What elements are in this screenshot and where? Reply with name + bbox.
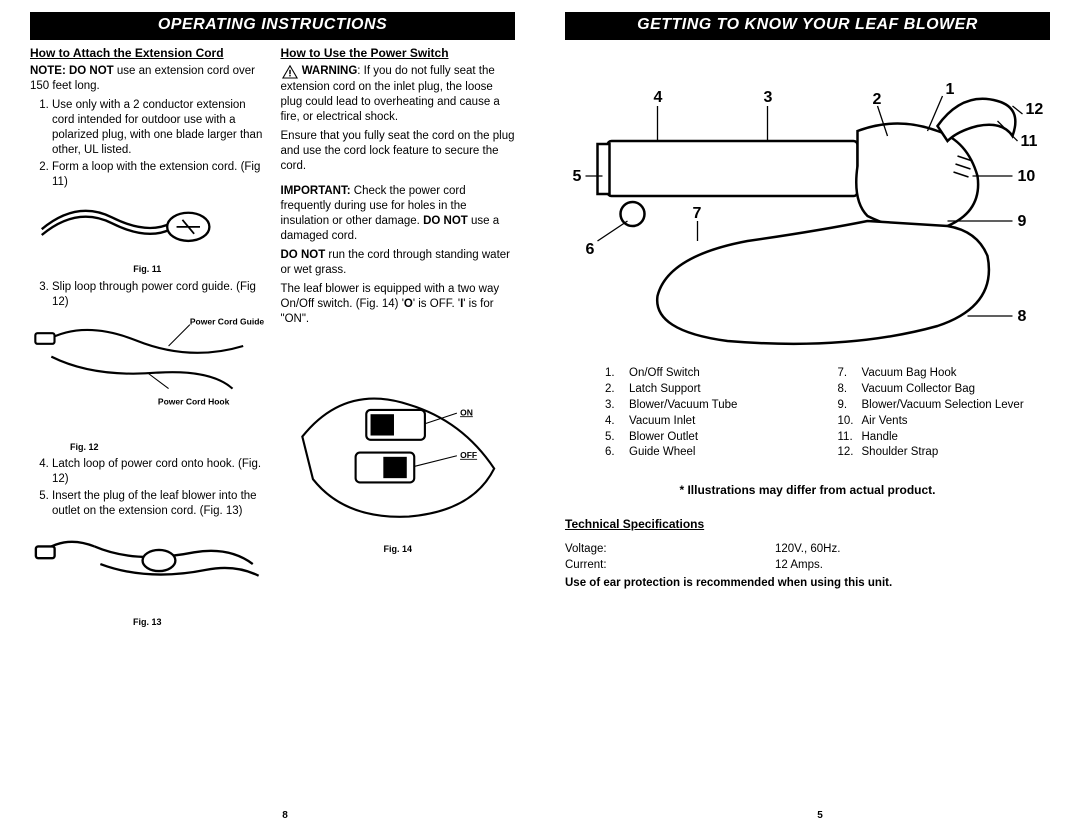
svg-text:10: 10 xyxy=(1018,168,1036,185)
list-item: Latch loop of power cord onto hook. (Fig… xyxy=(52,457,265,487)
page-left: OPERATING INSTRUCTIONS How to Attach the… xyxy=(30,12,540,822)
svg-text:2: 2 xyxy=(873,91,882,108)
steps-attach-3: Slip loop through power cord guide. (Fig… xyxy=(30,280,265,310)
svg-text:7: 7 xyxy=(693,205,702,222)
parts-col-2: 7.Vacuum Bag Hook 8.Vacuum Collector Bag… xyxy=(838,366,1051,462)
figure-13: Fig. 13 xyxy=(30,523,265,628)
heading-attach: How to Attach the Extension Cord xyxy=(30,46,265,62)
parts-col-1: 1.On/Off Switch 2.Latch Support 3.Blower… xyxy=(605,366,818,462)
page-number-left: 8 xyxy=(30,809,540,822)
spec-note: Use of ear protection is recommended whe… xyxy=(565,576,1050,591)
svg-text:8: 8 xyxy=(1018,308,1027,325)
leaf-blower-diagram: 1 2 3 4 5 6 7 8 9 10 11 12 xyxy=(565,46,1050,356)
fig12-caption: Fig. 12 xyxy=(70,442,99,454)
illustration-note: * Illustrations may differ from actual p… xyxy=(565,483,1050,499)
svg-text:11: 11 xyxy=(1021,133,1038,150)
svg-text:5: 5 xyxy=(573,168,582,185)
svg-text:4: 4 xyxy=(654,89,663,106)
important-text: IMPORTANT: Check the power cord frequent… xyxy=(281,184,516,244)
svg-text:3: 3 xyxy=(764,89,773,106)
warning2: Ensure that you fully seat the cord on t… xyxy=(281,129,516,174)
heading-tech-spec: Technical Specifications xyxy=(565,517,1050,533)
svg-text:9: 9 xyxy=(1018,213,1027,230)
list-item: Insert the plug of the leaf blower into … xyxy=(52,489,265,519)
col-power-switch: How to Use the Power Switch WARNING: If … xyxy=(281,46,516,822)
list-item: Use only with a 2 conductor extension co… xyxy=(52,98,265,158)
figure-11: Fig. 11 xyxy=(30,194,265,276)
steps-attach: Use only with a 2 conductor extension co… xyxy=(30,98,265,190)
steps-attach-4: Latch loop of power cord onto hook. (Fig… xyxy=(30,457,265,519)
svg-text:OFF: OFF xyxy=(460,450,477,460)
spec-current: Current: 12 Amps. xyxy=(565,558,1050,573)
donot-text: DO NOT run the cord through standing wat… xyxy=(281,248,516,278)
fig12-illustration: Power Cord Guide Power Cord Hook xyxy=(30,314,265,442)
page-right: GETTING TO KNOW YOUR LEAF BLOWER xyxy=(540,12,1050,822)
svg-text:ON: ON xyxy=(460,408,473,418)
fig11-illustration xyxy=(30,194,265,264)
switch-text: The leaf blower is equipped with a two w… xyxy=(281,282,516,327)
parts-list: 1.On/Off Switch 2.Latch Support 3.Blower… xyxy=(605,366,1050,462)
svg-text:6: 6 xyxy=(586,241,595,258)
fig13-illustration xyxy=(30,523,265,617)
fig14-caption: Fig. 14 xyxy=(383,544,412,556)
two-column-layout: How to Attach the Extension Cord NOTE: D… xyxy=(30,46,515,822)
figure-12: Power Cord Guide Power Cord Hook Fig. 12 xyxy=(30,314,265,454)
note-extension: NOTE: DO NOT use an extension cord over … xyxy=(30,64,265,94)
svg-text:Power Cord Hook: Power Cord Hook xyxy=(158,396,230,406)
banner-operating: OPERATING INSTRUCTIONS xyxy=(30,12,515,40)
svg-text:1: 1 xyxy=(946,81,955,98)
fig13-caption: Fig. 13 xyxy=(133,617,162,629)
list-item: Form a loop with the extension cord. (Fi… xyxy=(52,160,265,190)
page-number-right: 5 xyxy=(565,809,1075,822)
spec-voltage: Voltage: 120V., 60Hz. xyxy=(565,542,1050,557)
heading-switch: How to Use the Power Switch xyxy=(281,46,516,62)
svg-text:Power Cord Guide: Power Cord Guide xyxy=(190,316,265,326)
warning-text: WARNING: If you do not fully seat the ex… xyxy=(281,64,516,125)
banner-getting-to-know: GETTING TO KNOW YOUR LEAF BLOWER xyxy=(565,12,1050,40)
fig11-caption: Fig. 11 xyxy=(133,264,161,276)
fig14-illustration: ON OFF xyxy=(281,330,516,543)
col-attach-cord: How to Attach the Extension Cord NOTE: D… xyxy=(30,46,265,822)
list-item: Slip loop through power cord guide. (Fig… xyxy=(52,280,265,310)
svg-text:12: 12 xyxy=(1026,101,1044,118)
figure-14: ON OFF Fig. 14 xyxy=(281,330,516,555)
warning-icon xyxy=(281,64,299,80)
